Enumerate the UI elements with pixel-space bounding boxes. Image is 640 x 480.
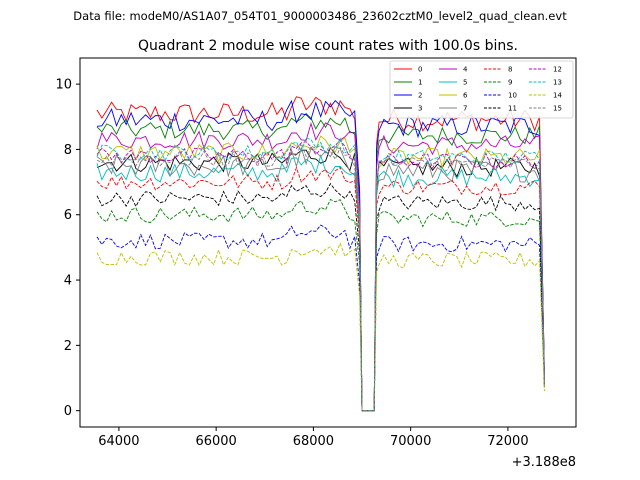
series-line-3 <box>96 146 545 412</box>
series-line-9 <box>96 198 545 412</box>
series-line-7 <box>96 146 545 412</box>
series-layer <box>96 96 545 412</box>
series-line-5 <box>96 153 545 412</box>
y-tick-label: 10 <box>55 78 72 93</box>
x-tick-label: 64000 <box>98 434 139 449</box>
series-line-13 <box>96 137 545 412</box>
legend-label-9: 9 <box>508 79 512 87</box>
series-line-10 <box>96 224 545 412</box>
x-tick-label: 72000 <box>487 434 528 449</box>
legend-label-12: 12 <box>553 66 562 74</box>
legend-label-3: 3 <box>418 105 422 113</box>
legend-label-1: 1 <box>418 79 422 87</box>
series-line-6 <box>96 135 545 412</box>
series-line-8 <box>96 166 545 412</box>
x-tick-label: 70000 <box>390 434 431 449</box>
y-tick-label: 6 <box>64 208 72 223</box>
legend-label-5: 5 <box>463 79 467 87</box>
legend-label-13: 13 <box>553 79 562 87</box>
series-line-1 <box>96 112 545 412</box>
plot-frame <box>79 57 577 428</box>
y-tick-label: 4 <box>64 274 72 289</box>
legend-label-4: 4 <box>463 66 468 74</box>
legend-label-10: 10 <box>508 92 517 100</box>
legend-label-7: 7 <box>463 105 467 113</box>
series-line-2 <box>96 99 545 412</box>
y-tick-label: 0 <box>64 404 72 419</box>
x-offset-label: +3.188e8 <box>512 455 576 470</box>
legend-label-8: 8 <box>508 66 512 74</box>
legend-label-0: 0 <box>418 66 422 74</box>
legend-label-15: 15 <box>553 105 562 113</box>
data-file-header: Data file: modeM0/AS1A07_054T01_90000034… <box>73 9 567 23</box>
series-line-12 <box>96 139 545 412</box>
x-tick-label: 68000 <box>293 434 334 449</box>
legend-label-6: 6 <box>463 92 468 100</box>
legend-label-2: 2 <box>418 92 422 100</box>
axis-ticks: 64000 66000 68000 70000 72000 0 2 4 6 8 10 <box>55 78 528 449</box>
chart-title: Quadrant 2 module wise count rates with … <box>138 38 518 54</box>
y-tick-label: 2 <box>64 339 72 354</box>
x-tick-label: 66000 <box>195 434 236 449</box>
series-line-4 <box>96 122 545 412</box>
series-line-15 <box>96 141 545 412</box>
series-line-11 <box>96 182 545 412</box>
y-tick-label: 8 <box>64 143 72 158</box>
legend-box <box>389 60 574 119</box>
legend-label-11: 11 <box>508 105 517 113</box>
legend-label-14: 14 <box>553 92 562 100</box>
series-line-14 <box>96 242 545 412</box>
